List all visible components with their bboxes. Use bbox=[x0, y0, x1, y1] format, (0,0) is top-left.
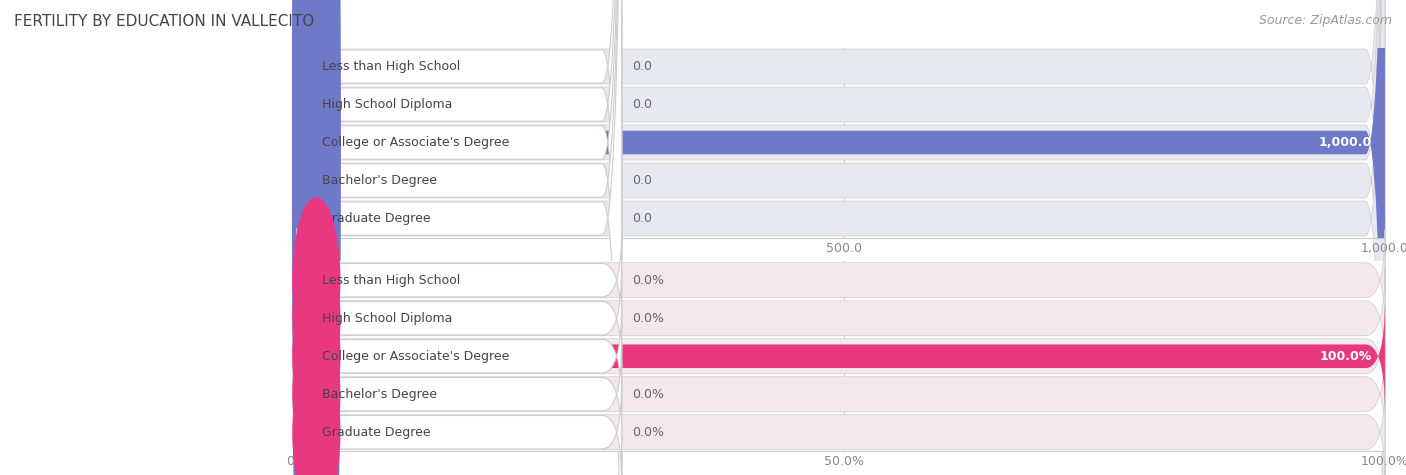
Text: Graduate Degree: Graduate Degree bbox=[322, 426, 430, 439]
Text: 0.0: 0.0 bbox=[633, 212, 652, 225]
Circle shape bbox=[292, 0, 340, 475]
Circle shape bbox=[292, 274, 340, 438]
Text: Less than High School: Less than High School bbox=[322, 60, 460, 73]
Text: 0.0%: 0.0% bbox=[633, 274, 665, 287]
Text: Graduate Degree: Graduate Degree bbox=[322, 212, 430, 225]
Text: High School Diploma: High School Diploma bbox=[322, 98, 453, 111]
FancyBboxPatch shape bbox=[297, 0, 621, 475]
FancyBboxPatch shape bbox=[297, 0, 621, 475]
FancyBboxPatch shape bbox=[302, 0, 1385, 475]
Circle shape bbox=[292, 312, 340, 475]
FancyBboxPatch shape bbox=[302, 300, 1385, 413]
FancyBboxPatch shape bbox=[302, 0, 1385, 475]
FancyBboxPatch shape bbox=[302, 343, 1385, 445]
Text: 100.0%: 100.0% bbox=[1320, 350, 1372, 363]
Text: College or Associate's Degree: College or Associate's Degree bbox=[322, 350, 509, 363]
FancyBboxPatch shape bbox=[297, 0, 621, 475]
FancyBboxPatch shape bbox=[302, 229, 1385, 331]
Text: Bachelor's Degree: Bachelor's Degree bbox=[322, 174, 437, 187]
Circle shape bbox=[292, 0, 340, 475]
FancyBboxPatch shape bbox=[297, 380, 621, 475]
Text: Bachelor's Degree: Bachelor's Degree bbox=[322, 388, 437, 401]
Text: Less than High School: Less than High School bbox=[322, 274, 460, 287]
FancyBboxPatch shape bbox=[297, 304, 621, 408]
FancyBboxPatch shape bbox=[297, 228, 621, 332]
FancyBboxPatch shape bbox=[302, 305, 1385, 407]
FancyBboxPatch shape bbox=[302, 0, 1385, 475]
Text: 0.0%: 0.0% bbox=[633, 312, 665, 325]
FancyBboxPatch shape bbox=[302, 381, 1385, 475]
FancyBboxPatch shape bbox=[297, 0, 621, 475]
Circle shape bbox=[292, 350, 340, 475]
Text: College or Associate's Degree: College or Associate's Degree bbox=[322, 136, 509, 149]
Circle shape bbox=[292, 0, 340, 475]
Circle shape bbox=[292, 0, 340, 475]
Circle shape bbox=[292, 0, 340, 475]
FancyBboxPatch shape bbox=[302, 267, 1385, 369]
FancyBboxPatch shape bbox=[297, 266, 621, 370]
Circle shape bbox=[292, 198, 340, 362]
FancyBboxPatch shape bbox=[297, 342, 621, 446]
Text: Source: ZipAtlas.com: Source: ZipAtlas.com bbox=[1258, 14, 1392, 27]
FancyBboxPatch shape bbox=[302, 0, 1385, 475]
FancyBboxPatch shape bbox=[302, 0, 1385, 475]
Text: 1,000.0: 1,000.0 bbox=[1319, 136, 1372, 149]
Text: 0.0: 0.0 bbox=[633, 60, 652, 73]
Circle shape bbox=[292, 236, 340, 400]
Text: 0.0: 0.0 bbox=[633, 174, 652, 187]
Text: FERTILITY BY EDUCATION IN VALLECITO: FERTILITY BY EDUCATION IN VALLECITO bbox=[14, 14, 315, 29]
Text: 0.0: 0.0 bbox=[633, 98, 652, 111]
Text: High School Diploma: High School Diploma bbox=[322, 312, 453, 325]
Text: 0.0%: 0.0% bbox=[633, 426, 665, 439]
Text: 0.0%: 0.0% bbox=[633, 388, 665, 401]
FancyBboxPatch shape bbox=[302, 0, 1385, 475]
FancyBboxPatch shape bbox=[297, 0, 621, 475]
